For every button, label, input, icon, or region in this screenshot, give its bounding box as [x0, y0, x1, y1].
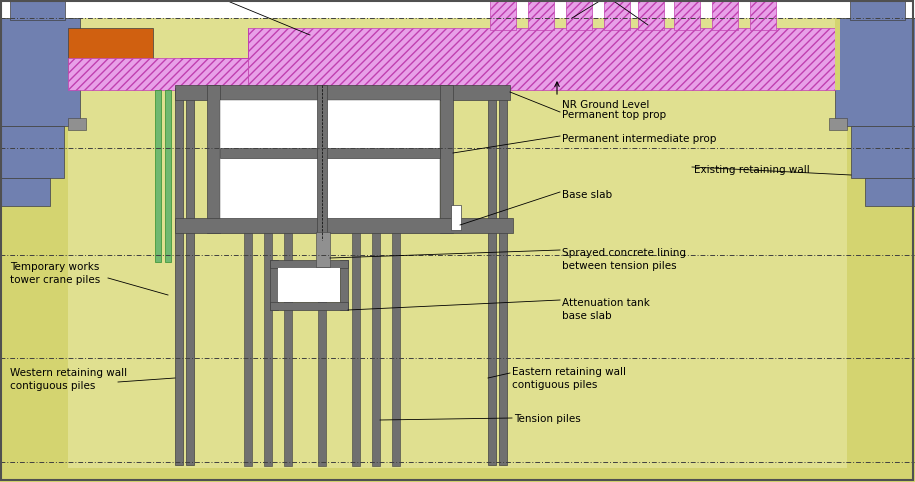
Bar [68, 18, 847, 468]
Bar [68, 28, 153, 73]
Text: Western retaining wall
contiguous piles: Western retaining wall contiguous piles [10, 368, 127, 391]
Bar [68, 118, 86, 130]
Bar [851, 126, 915, 178]
Text: Base slab: Base slab [562, 190, 612, 200]
Bar [316, 232, 330, 267]
Bar [712, 0, 738, 30]
Bar [264, 232, 272, 466]
Bar [835, 18, 915, 126]
Bar [638, 0, 664, 30]
Text: Existing retaining wall: Existing retaining wall [694, 165, 810, 175]
Bar [220, 148, 440, 158]
Bar [528, 0, 554, 30]
Text: Permanent top prop: Permanent top prop [562, 110, 666, 120]
Text: Temporary works
tower crane piles: Temporary works tower crane piles [10, 262, 101, 285]
Bar [0, 18, 80, 126]
Bar [451, 205, 461, 230]
Bar [270, 260, 348, 268]
Polygon shape [180, 28, 248, 58]
Bar [488, 88, 496, 465]
Bar [835, 18, 840, 90]
Bar [175, 88, 183, 465]
Bar [10, 0, 65, 20]
Bar [604, 0, 630, 30]
Bar [175, 218, 513, 233]
Bar [244, 232, 252, 466]
Bar [352, 232, 360, 466]
Bar [220, 100, 440, 233]
Text: Attenuation tank
base slab: Attenuation tank base slab [562, 298, 650, 321]
Text: Eastern retaining wall
contiguous piles: Eastern retaining wall contiguous piles [512, 367, 626, 390]
Bar [490, 0, 516, 30]
Text: NR Ground Level: NR Ground Level [562, 100, 650, 110]
Bar [566, 0, 592, 30]
Bar [865, 178, 915, 206]
Text: Tension piles: Tension piles [514, 414, 581, 424]
Bar [248, 28, 835, 90]
Bar [750, 0, 776, 30]
Bar [155, 90, 161, 262]
Bar [165, 90, 171, 262]
Bar [318, 232, 326, 466]
Bar [372, 232, 380, 466]
Bar [278, 268, 340, 302]
Bar [440, 85, 453, 233]
Text: Permanent intermediate prop: Permanent intermediate prop [562, 134, 716, 144]
Bar [0, 0, 915, 18]
Bar [340, 260, 348, 310]
Bar [270, 260, 278, 310]
Bar [270, 302, 348, 310]
Bar [68, 58, 248, 90]
Bar [317, 85, 327, 235]
Bar [829, 118, 847, 130]
Bar [392, 232, 400, 466]
Bar [674, 0, 700, 30]
Bar [175, 85, 510, 100]
Bar [284, 232, 292, 466]
Bar [850, 0, 905, 20]
Bar [186, 88, 194, 465]
Bar [499, 88, 507, 465]
Text: Sprayed concrete lining
between tension piles: Sprayed concrete lining between tension … [562, 248, 686, 271]
Bar [207, 85, 220, 233]
Bar [0, 126, 64, 178]
Bar [0, 178, 50, 206]
